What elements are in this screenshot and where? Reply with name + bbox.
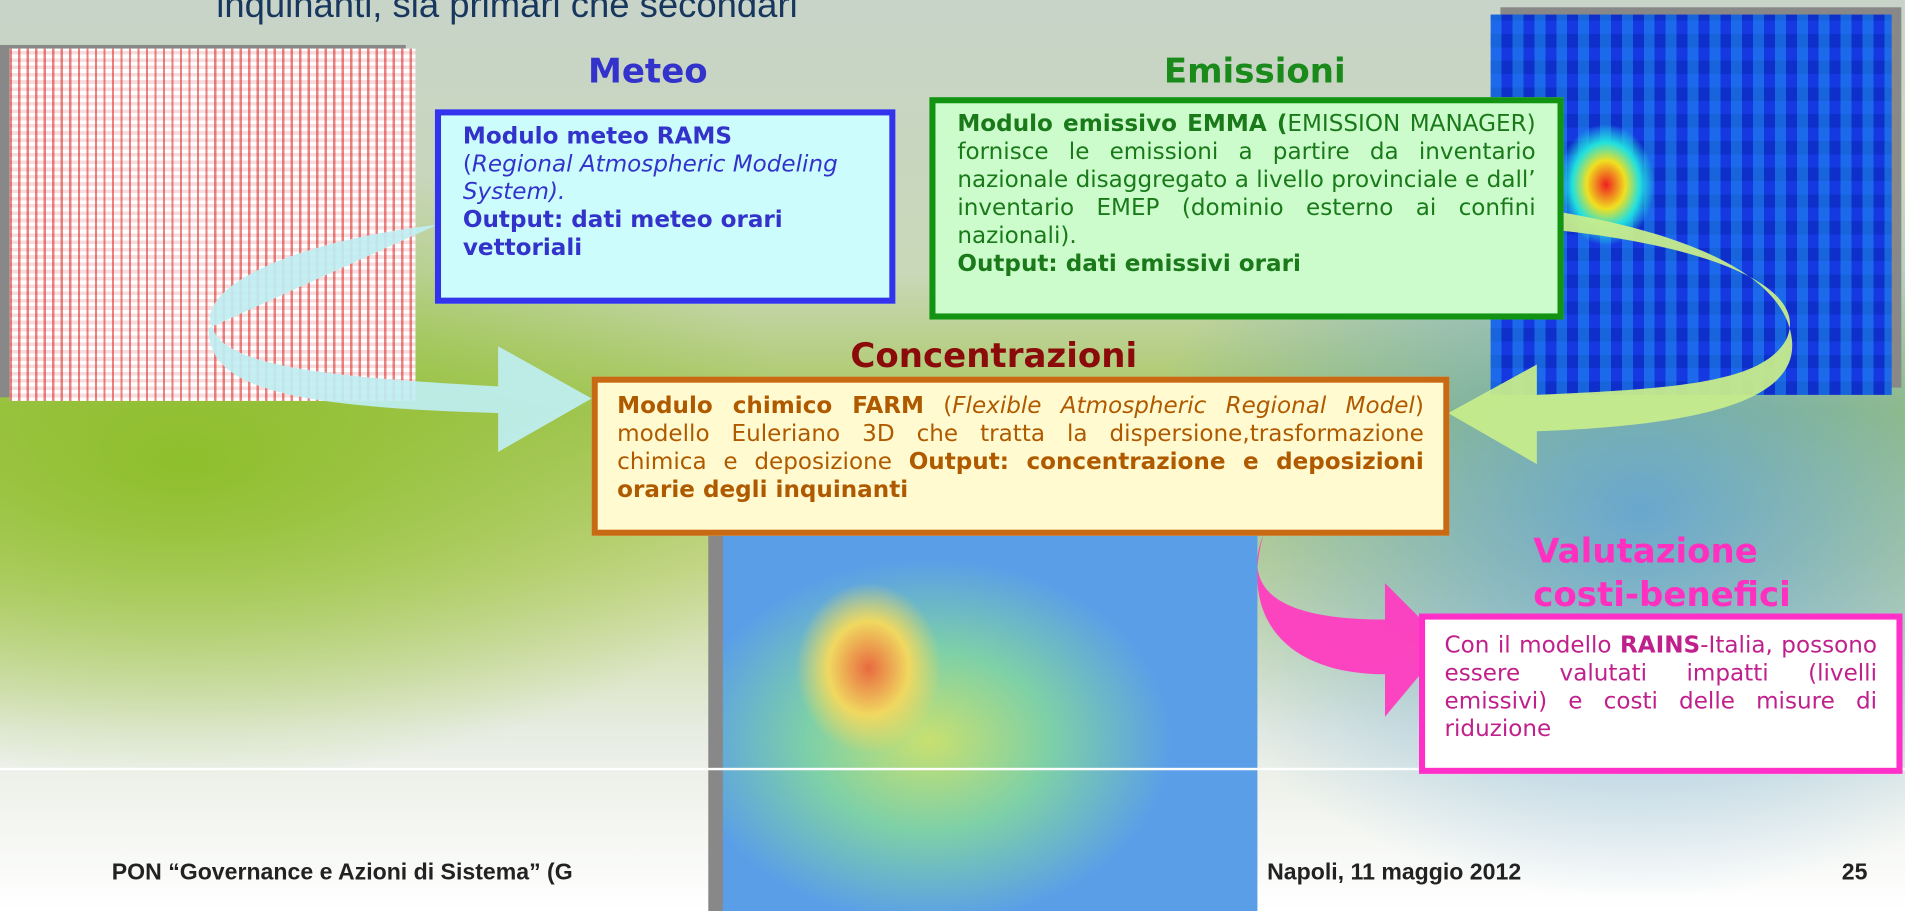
meteo-box: Modulo meteo RAMS(Regional Atmospheric M…	[435, 109, 895, 303]
box-text: (	[924, 392, 952, 419]
page-number: 25	[1842, 860, 1868, 887]
evaluation-title: Valutazione costi-benefici	[1533, 530, 1825, 617]
box-text: Modulo meteo RAMS	[463, 123, 732, 150]
concentration-title: Concentrazioni	[850, 335, 1137, 375]
emission-title: Emissioni	[1164, 51, 1346, 91]
box-text: Flexible Atmospheric Regional Model	[952, 392, 1415, 419]
slide: inquinanti, sia primari che secondari Me…	[0, 0, 1905, 911]
evaluation-box: Con il modello RAINS-Italia, possono ess…	[1419, 614, 1903, 774]
box-text: Output: dati meteo orari vettoriali	[463, 207, 783, 262]
footer-date: Napoli, 11 maggio 2012	[1267, 860, 1521, 887]
box-text: Modulo emissivo EMMA (	[957, 111, 1287, 138]
meteo-title: Meteo	[588, 51, 708, 91]
box-text: Con il modello	[1445, 632, 1620, 659]
box-text: Regional Atmospheric Modeling System).	[463, 151, 838, 206]
evaluation-arrow	[1257, 535, 1445, 717]
box-text: RAINS	[1620, 632, 1700, 659]
concentration-box: Modulo chimico FARM (Flexible Atmospheri…	[592, 377, 1450, 536]
box-text: Output: dati emissivi orari	[957, 250, 1301, 277]
box-text: Modulo chimico FARM	[617, 392, 924, 419]
emission-box: Modulo emissivo EMMA (EMISSION MANAGER) …	[929, 97, 1563, 319]
footer-project: PON “Governance e Azioni di Sistema” (G	[112, 860, 573, 887]
